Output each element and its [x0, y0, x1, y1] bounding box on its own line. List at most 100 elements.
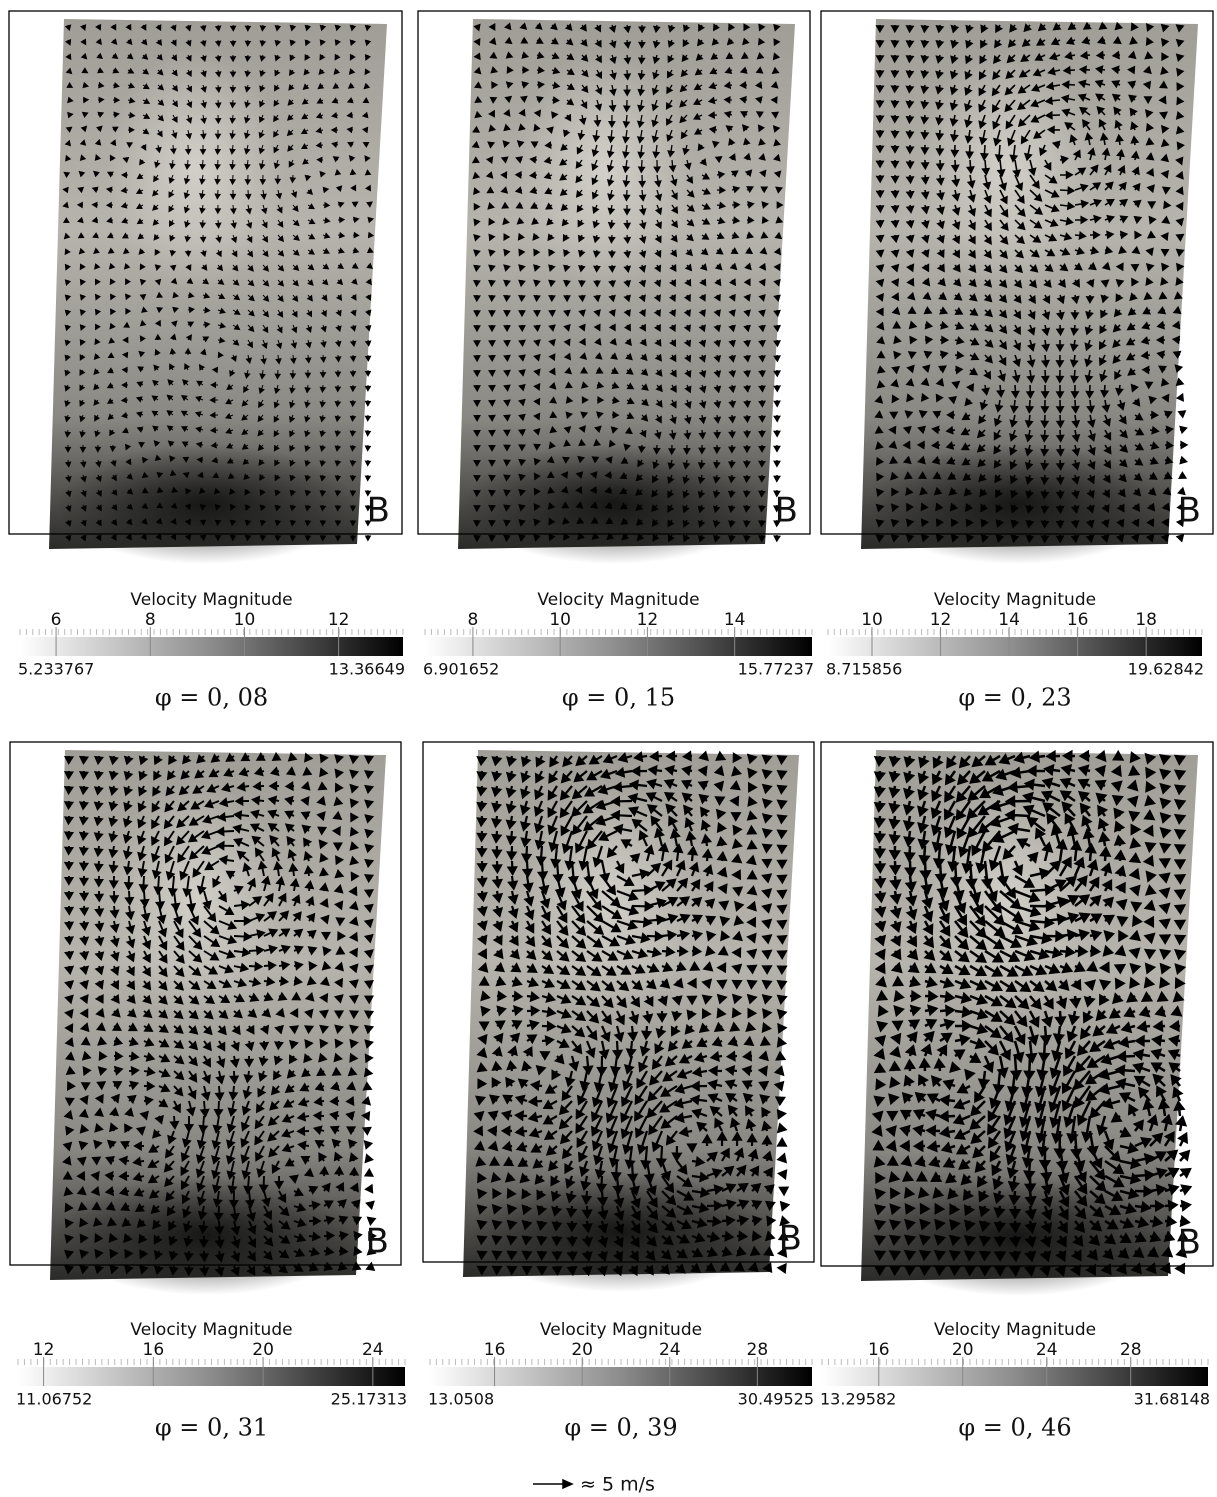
vector-arrow [364, 1128, 371, 1134]
vector-arrow [1180, 1169, 1190, 1176]
vector-arrow [677, 1265, 684, 1272]
vector-arrow [780, 1188, 787, 1195]
vector-arrow [917, 1094, 926, 1102]
vector-arrow [127, 504, 132, 509]
vector-arrow [582, 55, 587, 61]
colorbar-max: 31.68148 [1134, 1390, 1210, 1409]
vector-arrow [1105, 1251, 1113, 1259]
vector-arrow [626, 354, 632, 359]
colorbar-max: 13.36649 [329, 660, 405, 679]
vector-arrow [774, 535, 780, 541]
colorbar: Velocity Magnitude10121416188.71585619.6… [826, 590, 1204, 679]
caption: φ = 0, 46 [958, 1414, 1071, 1442]
vector-arrow [183, 380, 188, 385]
vector-arrow [954, 280, 960, 286]
vector-arrow [365, 1069, 371, 1076]
vector-arrow [985, 295, 991, 301]
caption: φ = 0, 31 [155, 1414, 268, 1442]
vector-arrow [366, 535, 371, 541]
colorbar-max: 19.62842 [1128, 660, 1204, 679]
caption: φ = 0, 08 [155, 684, 268, 712]
vector-arrow [1025, 25, 1031, 31]
vector-arrow [1180, 427, 1186, 433]
colorbar-title: Velocity Magnitude [934, 1320, 1096, 1340]
colorbar: Velocity Magnitude1620242813.050830.4952… [428, 1320, 814, 1409]
vector-arrow [642, 370, 648, 375]
colorbar: Velocity Magnitude1216202411.0675225.173… [16, 1320, 407, 1409]
colorbar-tick-label: 10 [234, 610, 256, 630]
vector-arrow [152, 1206, 159, 1213]
vector-arrow [687, 250, 693, 256]
vector-arrow [686, 1026, 693, 1033]
colorbar-title: Velocity Magnitude [934, 590, 1096, 610]
panel: BVelocity Magnitude1620242813.2958231.68… [820, 742, 1213, 1442]
vector-arrow [781, 1202, 788, 1209]
vector-arrow [774, 445, 780, 451]
vector-arrow [774, 460, 780, 466]
vector-arrow [366, 385, 371, 391]
colorbar-tick-label: 28 [1120, 1340, 1142, 1360]
panel: BVelocity Magnitude10121416188.71585619.… [821, 11, 1213, 712]
colorbar-tick-label: 20 [952, 1340, 974, 1360]
colorbar-tick-label: 24 [1036, 1340, 1058, 1360]
scale-legend: ≈ 5 m/s [533, 1474, 655, 1496]
vector-arrow [129, 1010, 136, 1016]
vector-arrow [1120, 460, 1127, 466]
vector-arrow [365, 460, 370, 466]
vector-arrow [970, 280, 976, 286]
vector-arrow [1090, 1236, 1098, 1244]
vector-arrow [144, 1011, 151, 1017]
colorbar: Velocity Magnitude6810125.23376713.36649 [18, 590, 405, 679]
panel: BVelocity Magnitude1620242813.050830.495… [423, 742, 814, 1442]
vector-arrow [519, 1080, 527, 1087]
vector-arrow [153, 1221, 159, 1228]
vector-arrow [1060, 981, 1068, 989]
colorbar-tick-label: 14 [724, 610, 746, 630]
vector-arrow [701, 1025, 708, 1032]
vector-arrow [774, 400, 780, 406]
colorbar-tick-label: 20 [571, 1340, 593, 1360]
vector-arrow [365, 445, 370, 451]
colorbar-tick-label: 12 [930, 610, 952, 630]
colorbar-tick-label: 24 [659, 1340, 681, 1360]
vector-arrow [774, 415, 780, 421]
caption: φ = 0, 15 [562, 684, 675, 712]
vector-arrow [288, 1071, 295, 1078]
vector-arrow [1179, 473, 1185, 479]
vector-arrow [337, 279, 342, 284]
vector-arrow [752, 1184, 760, 1191]
vector-arrow [1134, 489, 1140, 495]
colorbar-tick-label: 8 [145, 610, 156, 630]
panel-label: B [775, 491, 798, 531]
vector-arrow [366, 1055, 372, 1062]
panel-label: B [367, 491, 390, 531]
vector-arrow [909, 951, 917, 959]
colorbar-bar [425, 637, 812, 656]
vector-arrow [366, 1041, 373, 1048]
vector-arrow [153, 1131, 159, 1138]
vector-arrow [323, 280, 328, 285]
colorbar-max: 25.17313 [331, 1390, 407, 1409]
vector-arrow [1180, 1152, 1189, 1162]
vector-arrow [512, 1034, 519, 1041]
colorbar: Velocity Magnitude81012146.90165215.7723… [423, 590, 814, 679]
vector-arrow [662, 980, 669, 987]
vector-arrow [744, 1094, 752, 1101]
colorbar-bar [20, 637, 403, 656]
vector-arrow [562, 205, 568, 210]
vector-arrow [1120, 475, 1126, 481]
colorbar-bar [822, 1367, 1208, 1386]
vector-arrow [366, 1155, 372, 1162]
vector-arrow [366, 1185, 372, 1192]
vector-arrow [307, 189, 312, 194]
colorbar-min: 5.233767 [18, 660, 94, 679]
caption: φ = 0, 23 [958, 684, 1071, 712]
vector-arrow [365, 400, 370, 406]
vector-arrow [985, 280, 991, 287]
vector-arrow [1009, 40, 1015, 47]
vector-arrow [1097, 1011, 1105, 1019]
vector-arrow [1098, 752, 1105, 760]
vector-arrow [687, 235, 693, 240]
vector-arrow [909, 1033, 916, 1041]
vector-arrow [1178, 394, 1184, 400]
